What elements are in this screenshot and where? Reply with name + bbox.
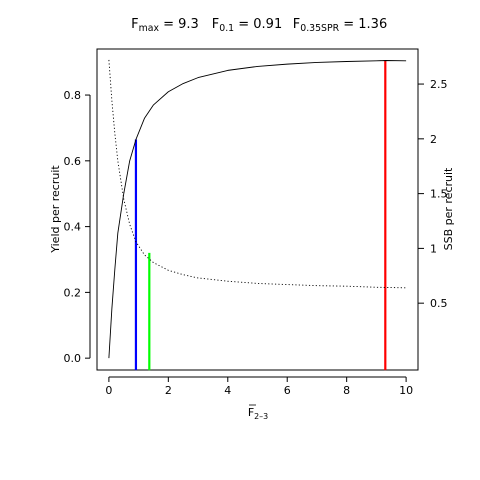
x-axis-label-text-subscript: 2–3 bbox=[254, 412, 268, 421]
x-axis: 0 2 4 6 8 10 bbox=[105, 376, 413, 397]
x-tick-label: 2 bbox=[165, 384, 172, 397]
y-left-axis-label: Yield per recruit bbox=[49, 165, 62, 254]
title-f01-symbol: F bbox=[212, 17, 219, 32]
reference-lines bbox=[134, 60, 387, 371]
x-axis-label-text: F2–3 bbox=[248, 406, 268, 421]
title-fmax-symbol: F bbox=[131, 17, 138, 32]
title-fmax-value: = 9.3 bbox=[159, 17, 199, 32]
title-fmax-subscript: max bbox=[139, 23, 160, 34]
y-right-tick-label: 2 bbox=[430, 133, 437, 146]
title-fmax: Fmax = 9.3 bbox=[131, 17, 199, 34]
x-axis-label: F2–3 bbox=[248, 404, 268, 421]
title-f035spr-value: = 1.36 bbox=[339, 17, 387, 32]
title-f035spr: F0.35SPR = 1.36 bbox=[293, 17, 387, 34]
x-tick-label: 4 bbox=[224, 384, 231, 397]
x-tick-label: 0 bbox=[105, 384, 112, 397]
series-line-ssb-per-recruit bbox=[108, 59, 407, 289]
x-tick-label: 10 bbox=[399, 384, 413, 397]
y-left-tick-label: 0.2 bbox=[64, 286, 82, 299]
x-tick-label: 8 bbox=[343, 384, 350, 397]
title-f035spr-symbol: F bbox=[293, 17, 300, 32]
y-right-tick-label: 1 bbox=[430, 242, 437, 255]
y-left-axis: 0.0 0.2 0.4 0.6 0.8 bbox=[64, 89, 91, 365]
y-left-tick-label: 0.4 bbox=[64, 221, 82, 234]
title-f01-subscript: 0.1 bbox=[219, 23, 234, 34]
chart-title: Fmax = 9.3 F0.1 = 0.91 F0.35SPR = 1.36 bbox=[131, 17, 387, 34]
y-right-tick-label: 1.5 bbox=[430, 188, 448, 201]
y-left-tick-label: 0.0 bbox=[64, 352, 82, 365]
title-f01-value: = 0.91 bbox=[234, 17, 282, 32]
y-left-tick-label: 0.8 bbox=[64, 89, 82, 102]
series-layer bbox=[108, 59, 407, 359]
x-tick-label: 6 bbox=[284, 384, 291, 397]
title-f01: F0.1 = 0.91 bbox=[212, 17, 282, 34]
y-right-axis-label: SSB per recruit bbox=[442, 167, 455, 250]
plot-frame bbox=[96, 48, 419, 371]
series-line-yield-per-recruit bbox=[108, 60, 407, 359]
title-f035spr-subscript: 0.35SPR bbox=[300, 23, 339, 34]
y-left-tick-label: 0.6 bbox=[64, 155, 82, 168]
y-right-axis: 0.5 1 1.5 2 2.5 bbox=[417, 78, 448, 310]
y-right-tick-label: 0.5 bbox=[430, 297, 448, 310]
x-axis-label-text-symbol: F bbox=[248, 406, 254, 419]
y-right-tick-label: 2.5 bbox=[430, 78, 448, 91]
